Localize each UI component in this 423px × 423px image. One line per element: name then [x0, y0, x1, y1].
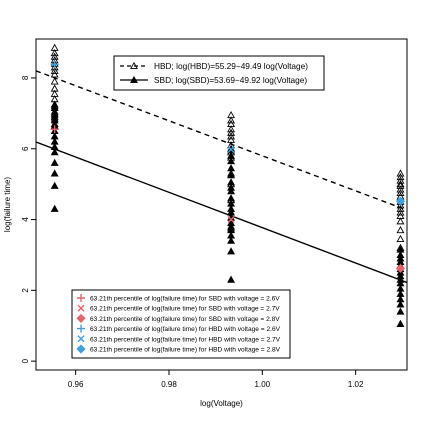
point-sbd: [227, 187, 236, 195]
point-hbd: [50, 66, 59, 74]
point-hbd: [396, 204, 405, 212]
legend-percentile-marker: [77, 304, 85, 312]
point-sbd: [50, 158, 59, 166]
x-axis: 0.96 0.98 1.00 1.02: [68, 370, 364, 389]
point-hbd: [396, 217, 405, 225]
y-tick-label: 0: [21, 358, 30, 363]
point-sbd: [227, 157, 236, 165]
legend-percentile-marker: [76, 344, 86, 354]
x-tick-label: 0.96: [68, 380, 84, 389]
legend-percentile-label: 63.21th percentile of log(failure time) …: [90, 316, 280, 323]
point-hbd: [50, 77, 59, 85]
legend-percentile-marker: [76, 313, 86, 323]
legend-line-marker: [130, 61, 138, 70]
point-hbd: [50, 49, 59, 57]
y-axis: 0 2 4 6 8: [21, 75, 36, 363]
point-sbd: [396, 300, 405, 308]
point-hbd: [50, 52, 59, 60]
percentile-marker-sbd-2-7v: [227, 216, 235, 224]
point-hbd: [50, 70, 59, 78]
point-hbd: [396, 234, 405, 243]
point-hbd: [227, 116, 236, 124]
point-hbd: [396, 172, 405, 181]
legend-percentile-label: 63.21th percentile of log(failure time) …: [90, 326, 281, 333]
y-tick-label: 2: [21, 288, 30, 293]
y-tick-label: 6: [21, 146, 30, 151]
point-sbd: [227, 275, 236, 283]
point-sbd: [50, 148, 59, 156]
plot-frame: [35, 38, 408, 371]
x-tick-label: 1.00: [255, 380, 271, 389]
percentile-marker-hbd-2-8v: [395, 196, 406, 206]
fit-line-hbd: [36, 70, 407, 211]
point-hbd: [227, 128, 236, 136]
point-sbd: [227, 171, 236, 179]
point-sbd: [396, 307, 405, 315]
point-hbd: [396, 181, 405, 189]
fit-line-sbd: [36, 141, 407, 284]
point-sbd: [50, 204, 59, 212]
legend-lines: HBD; log(HBD)=55.29−49.49 log(Voltage) SB…: [113, 55, 325, 91]
legend-percentiles-box: [71, 289, 291, 359]
legend-percentile-marker: [77, 324, 85, 333]
point-hbd: [396, 185, 405, 193]
y-tick-label: 8: [21, 75, 30, 80]
legend-line-label: SBD; log(SBD)=53.69−49.92 log(Voltage): [154, 75, 307, 85]
percentile-marker-hbd-2-7v: [227, 145, 235, 153]
legend-percentile-label: 63.21th percentile of log(failure time) …: [90, 306, 280, 313]
legend-percentile-label: 63.21th percentile of log(failure time) …: [90, 296, 280, 303]
point-sbd: [50, 169, 59, 177]
point-sbd: [227, 247, 236, 255]
x-axis-label: log(Voltage): [200, 399, 243, 408]
x-tick-label: 0.98: [161, 380, 177, 389]
legend-percentile-label: 63.21th percentile of log(failure time) …: [90, 336, 281, 343]
y-tick-label: 4: [21, 217, 30, 222]
y-axis-label: log(failure time): [3, 177, 12, 232]
fit-lines: [36, 70, 407, 284]
point-hbd: [227, 132, 236, 140]
legend-line-marker: [130, 75, 138, 84]
point-hbd: [396, 169, 405, 177]
legend-percentile-marker: [77, 335, 85, 343]
point-hbd: [396, 188, 405, 197]
legend-percentile-label: 63.21th percentile of log(failure time) …: [90, 347, 281, 354]
percentile-marker-hbd-2-6v: [50, 60, 59, 69]
point-hbd: [396, 226, 405, 234]
legend-line-label: HBD; log(HBD)=55.29−49.49 log(Voltage): [154, 61, 308, 71]
point-sbd: [227, 236, 236, 244]
point-hbd: [227, 125, 236, 133]
percentile-marker-sbd-2-6v: [50, 125, 59, 134]
point-sbd: [396, 319, 405, 327]
point-sbd: [227, 164, 236, 172]
legend-lines-box: [113, 55, 325, 91]
point-sbd: [50, 181, 59, 189]
data-points: [50, 43, 405, 327]
point-hbd: [396, 201, 405, 209]
x-tick-label: 1.02: [348, 380, 364, 389]
point-hbd: [396, 208, 405, 216]
point-hbd: [50, 63, 59, 71]
legend-percentiles: 63.21th percentile of log(failure time) …: [71, 289, 291, 359]
legend-percentile-marker: [77, 294, 85, 302]
percentile-markers: [50, 60, 406, 273]
percentile-marker-sbd-2-8v: [395, 263, 406, 273]
